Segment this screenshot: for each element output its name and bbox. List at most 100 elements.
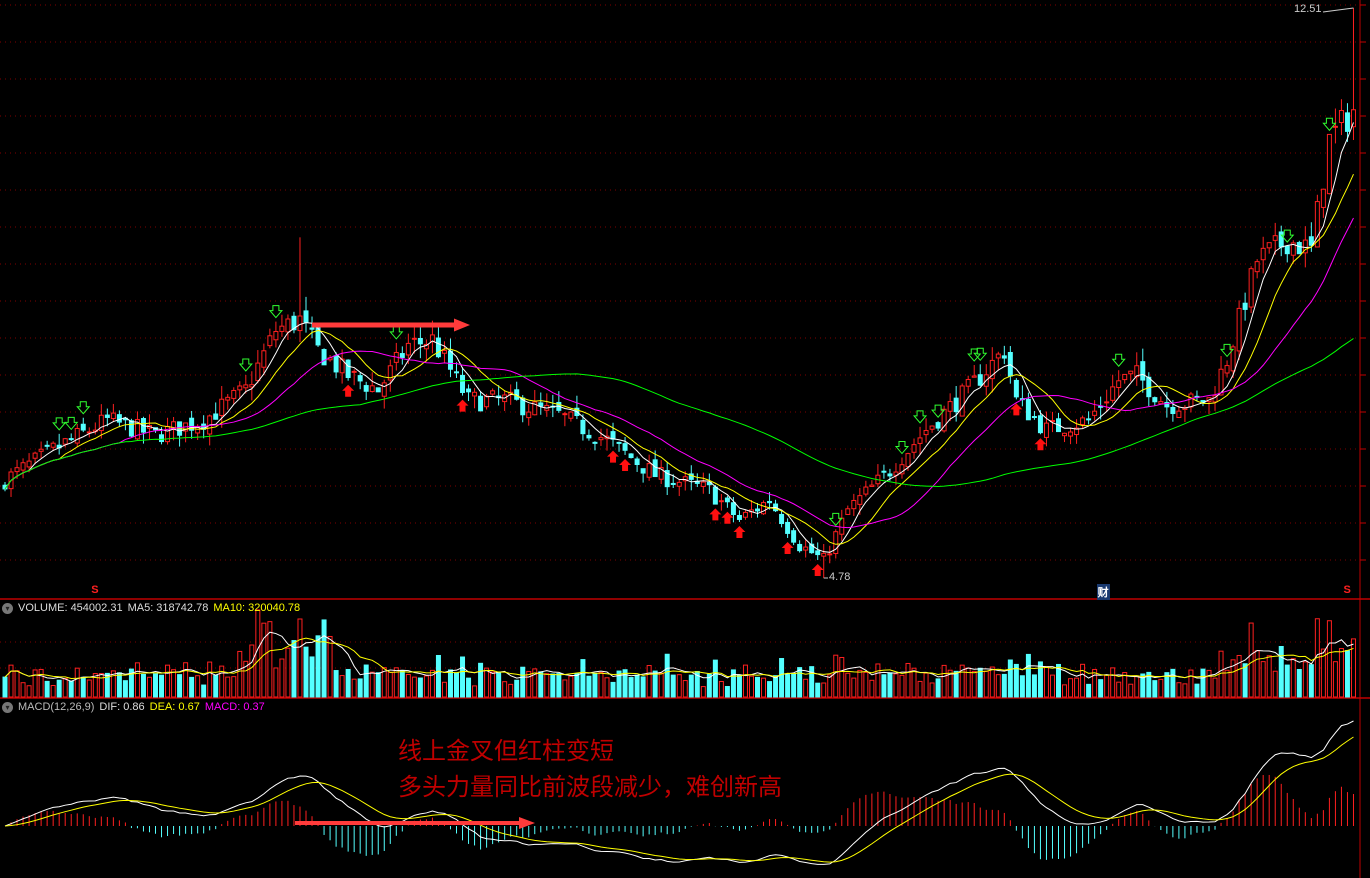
volume-bar [1116, 681, 1122, 698]
volume-bar [1206, 669, 1212, 698]
candle [761, 502, 767, 515]
candle [128, 420, 134, 437]
volume-bar [345, 668, 351, 698]
volume-bar [1013, 663, 1019, 698]
volume-bar [267, 621, 273, 698]
bottom-marker[interactable]: S [1343, 584, 1351, 596]
volume-bar [496, 671, 502, 698]
candle [38, 448, 44, 452]
annotation-line-1: 线上金叉但红柱变短 [398, 737, 614, 765]
candle [724, 497, 730, 503]
volume-bar [297, 618, 303, 698]
collapse-icon[interactable]: ▾ [2, 602, 13, 614]
volume-bar [32, 669, 38, 698]
candle [466, 388, 472, 393]
volume-bar [1122, 672, 1128, 698]
volume-bar [1176, 682, 1182, 698]
volume-bar [995, 674, 1001, 698]
candle [682, 476, 688, 482]
candle [1248, 268, 1254, 308]
volume-bar [441, 681, 447, 698]
volume-bar [333, 670, 339, 698]
volume-bar [682, 680, 688, 698]
volume-bar [899, 674, 905, 698]
candle [803, 546, 809, 551]
candle [1110, 386, 1116, 401]
candle [86, 431, 92, 434]
high-price-label: 12.51 [1294, 3, 1322, 15]
volume-bar [219, 665, 225, 698]
candle [845, 508, 851, 515]
candle [309, 327, 315, 330]
volume-bar [62, 678, 68, 698]
volume-bar [785, 674, 791, 698]
candle [261, 350, 267, 368]
volume-bar [1019, 675, 1025, 698]
volume-bar [592, 673, 598, 698]
candle [44, 444, 50, 447]
volume-bar [1134, 675, 1140, 698]
volume-bar [243, 660, 249, 698]
volume-bar [742, 664, 748, 698]
volume-bar [1158, 678, 1164, 698]
candle [159, 434, 165, 443]
candle [405, 342, 411, 356]
candle [26, 460, 32, 468]
bottom-marker[interactable]: S [91, 584, 99, 596]
candle [1266, 242, 1272, 249]
volume-bar [1296, 668, 1302, 698]
volume-bar [574, 672, 580, 698]
candle [1062, 432, 1068, 437]
ma-line-ma60 [4, 338, 1354, 490]
volume-bar [363, 664, 369, 698]
candle [989, 359, 995, 380]
candle [869, 484, 875, 487]
buy-arrow-icon [781, 541, 794, 554]
collapse-icon[interactable]: ▾ [2, 701, 13, 713]
volume-bar [1194, 683, 1200, 698]
volume-bar [761, 677, 767, 698]
candle [538, 402, 544, 407]
volume-bar [869, 679, 875, 698]
candle [387, 365, 393, 381]
volume-bar [676, 674, 682, 698]
volume-bar [399, 670, 405, 698]
candle [1158, 401, 1164, 405]
candle [785, 521, 791, 534]
high-pointer [1322, 7, 1354, 13]
volume-bar [429, 669, 435, 698]
bottom-marker[interactable]: 财 [1096, 584, 1110, 600]
candle [827, 553, 833, 556]
volume-bar [815, 682, 821, 698]
candle [664, 470, 670, 488]
candle [1116, 380, 1122, 389]
volume-bar [237, 650, 243, 698]
candle [1122, 373, 1128, 381]
candle [321, 349, 327, 366]
volume-bar [1098, 679, 1104, 698]
candle [815, 550, 821, 556]
volume-bar [1086, 683, 1092, 698]
annotation-arrow-price [312, 318, 470, 332]
volume-bar [875, 663, 881, 698]
candle [447, 350, 453, 370]
volume-bar [1338, 648, 1344, 698]
volume-bar [381, 667, 387, 698]
volume-bar [923, 672, 929, 698]
volume-bar [321, 619, 327, 698]
candle [110, 412, 116, 420]
candle [526, 411, 532, 419]
sell-arrow-icon [1111, 353, 1126, 367]
candle [417, 337, 423, 345]
candle [243, 384, 249, 389]
candle [929, 425, 935, 430]
candle [809, 543, 815, 554]
volume-bar [291, 640, 297, 698]
candle [1128, 370, 1134, 375]
volume-bar [1043, 666, 1049, 698]
volume-bar [484, 667, 490, 698]
volume-bar [26, 685, 32, 698]
candle [237, 385, 243, 391]
candle [736, 514, 742, 520]
